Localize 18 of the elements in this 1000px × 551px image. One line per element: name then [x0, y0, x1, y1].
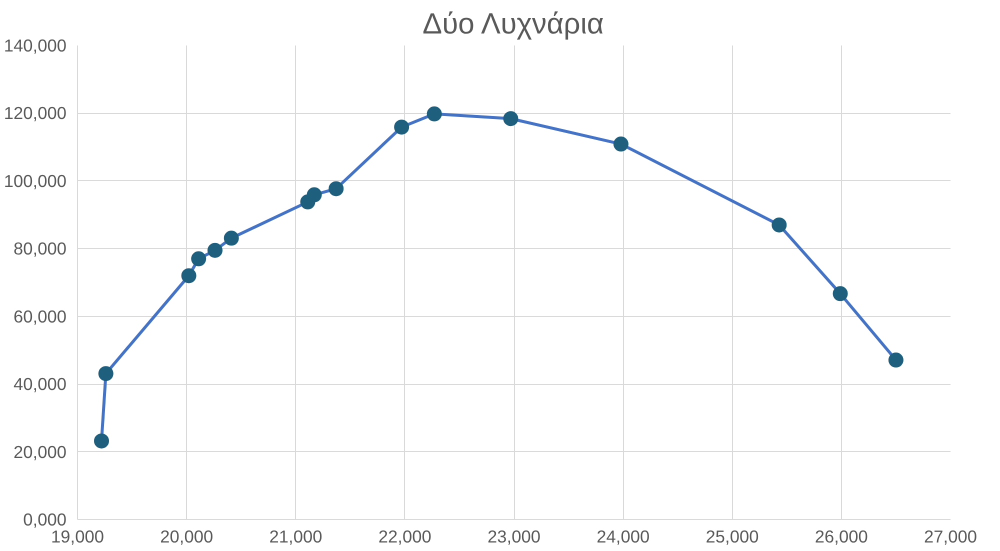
x-tick-label: 21,000: [269, 526, 322, 546]
x-tick-label: 22,000: [378, 526, 432, 546]
y-tick-label: 20,000: [14, 442, 66, 462]
chart-title: Δύο Λυχνάρια: [422, 8, 604, 40]
y-tick-label: 120,000: [4, 103, 67, 124]
y-tick-label: 60,000: [14, 306, 66, 326]
x-tick-label: 26,000: [814, 526, 868, 546]
y-tick-label: 100,000: [4, 170, 67, 191]
x-tick-label: 25,000: [706, 526, 759, 546]
x-tick-label: 24,000: [596, 526, 650, 546]
y-tick-label: 0,000: [23, 510, 67, 530]
y-tick-label: 40,000: [14, 374, 66, 394]
x-tick-label: 27,000: [924, 526, 977, 546]
y-tick-label: 140,000: [4, 36, 67, 56]
x-tick-label: 23,000: [488, 526, 540, 546]
y-tick-label: 80,000: [14, 238, 66, 259]
x-tick-label: 20,000: [160, 526, 214, 546]
x-tick-label: 19,000: [51, 526, 104, 546]
